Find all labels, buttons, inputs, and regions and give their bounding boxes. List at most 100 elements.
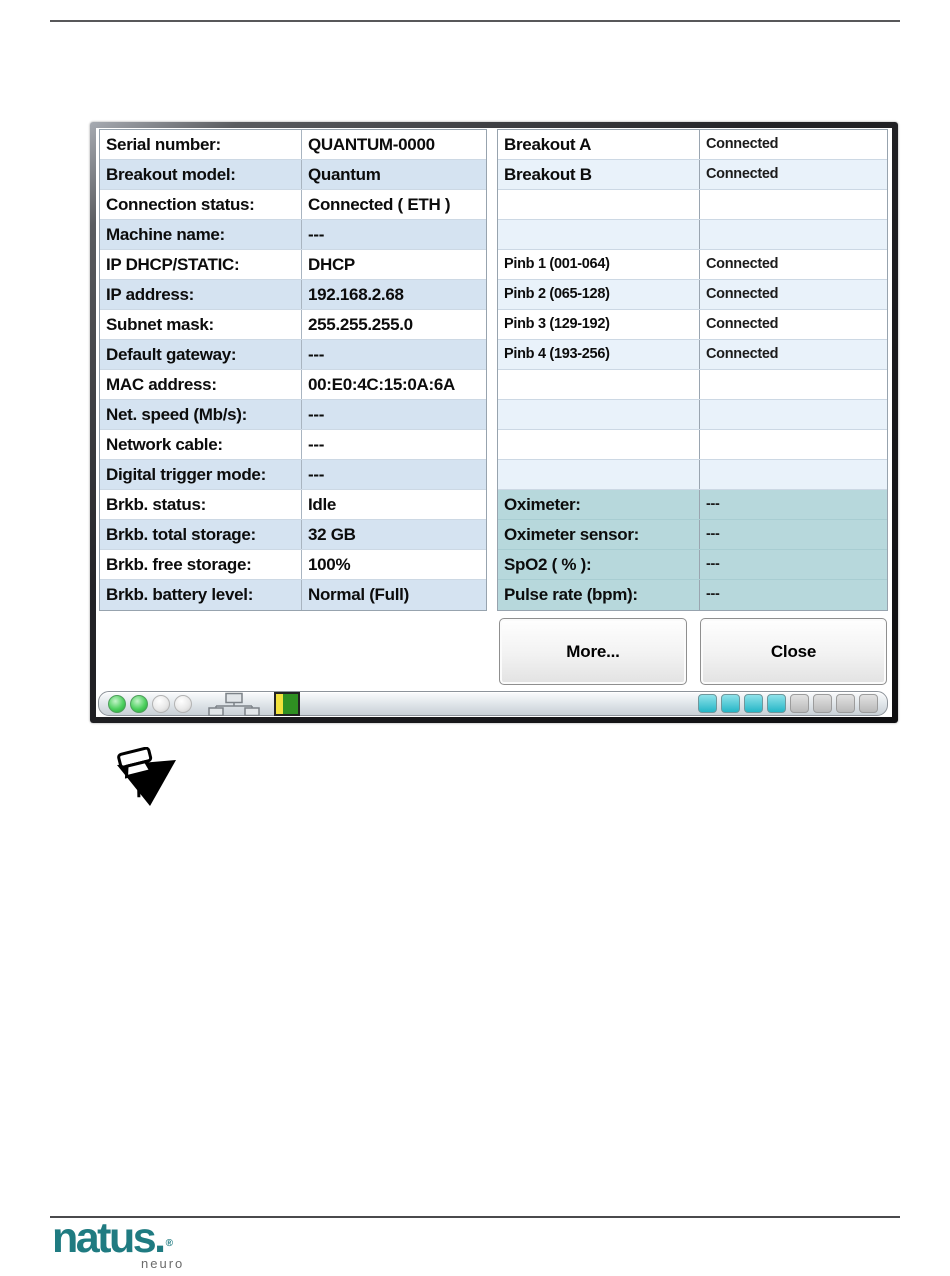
row-value <box>699 460 887 489</box>
row-value: Quantum <box>301 160 486 189</box>
row-label <box>498 460 699 489</box>
status-segment <box>744 694 763 713</box>
row-value: --- <box>699 520 887 549</box>
row-value: --- <box>301 220 486 249</box>
battery-charge-stripe <box>276 693 283 714</box>
table-row: Network cable: --- <box>100 430 486 460</box>
row-label: Net. speed (Mb/s): <box>106 405 248 424</box>
battery-icon <box>274 691 300 716</box>
row-value: 255.255.255.0 <box>301 310 486 339</box>
row-label: Pulse rate (bpm): <box>504 585 638 604</box>
table-row: Breakout model: Quantum <box>100 160 486 190</box>
row-label: Default gateway: <box>106 345 237 364</box>
row-value <box>699 370 887 399</box>
amplifier-status-dialog: Serial number: QUANTUM-0000 Breakout model… <box>90 122 898 723</box>
row-label: Brkb. total storage: <box>106 525 256 544</box>
row-label: Pinb 2 (065-128) <box>504 286 610 302</box>
status-segment <box>698 694 717 713</box>
row-value <box>699 220 887 249</box>
status-segment <box>859 694 878 713</box>
signal-strength-segments <box>698 694 878 713</box>
led-indicator-off <box>152 694 170 713</box>
battery-level-fill <box>283 693 298 714</box>
breakout-status-table: Breakout A Connected Breakout B Connected Pi… <box>497 129 888 611</box>
row-value: --- <box>301 430 486 459</box>
row-value: --- <box>699 490 887 519</box>
table-row <box>498 190 887 220</box>
row-label <box>498 190 699 219</box>
row-label <box>498 400 699 429</box>
table-row: Digital trigger mode: --- <box>100 460 486 490</box>
row-value: 192.168.2.68 <box>301 280 486 309</box>
table-row: SpO2 ( % ): --- <box>498 550 887 580</box>
row-label: Breakout A <box>504 135 592 154</box>
device-status-table: Serial number: QUANTUM-0000 Breakout model… <box>99 129 487 611</box>
table-row: MAC address: 00:E0:4C:15:0A:6A <box>100 370 486 400</box>
row-label: Breakout model: <box>106 165 236 184</box>
row-value: QUANTUM-0000 <box>301 130 486 159</box>
network-icon <box>208 692 260 716</box>
row-value: 00:E0:4C:15:0A:6A <box>301 370 486 399</box>
neuro-sublogo: neuro <box>141 1256 185 1271</box>
row-label: Subnet mask: <box>106 315 214 334</box>
table-row: Net. speed (Mb/s): --- <box>100 400 486 430</box>
note-pushpin-icon <box>117 747 176 806</box>
more-button[interactable]: More... <box>499 618 687 685</box>
row-label <box>498 220 699 249</box>
table-row: Pinb 3 (129-192) Connected <box>498 310 887 340</box>
status-segment <box>721 694 740 713</box>
table-row: Subnet mask: 255.255.255.0 <box>100 310 486 340</box>
row-value: Connected <box>699 280 887 309</box>
table-row <box>498 370 887 400</box>
table-row: IP DHCP/STATIC: DHCP <box>100 250 486 280</box>
table-row: Brkb. total storage: 32 GB <box>100 520 486 550</box>
table-row: Pinb 4 (193-256) Connected <box>498 340 887 370</box>
row-value: Connected <box>699 340 887 369</box>
table-row: Brkb. status: Idle <box>100 490 486 520</box>
led-indicator-off <box>174 694 192 713</box>
led-indicator-on <box>130 694 148 713</box>
row-label: SpO2 ( % ): <box>504 555 592 574</box>
row-label: Connection status: <box>106 195 255 214</box>
row-value: Normal (Full) <box>301 580 486 610</box>
row-label: Oximeter: <box>504 495 581 514</box>
row-label: IP address: <box>106 285 195 304</box>
table-row: Pulse rate (bpm): --- <box>498 580 887 610</box>
page-header-rule <box>50 20 900 22</box>
row-value: --- <box>301 460 486 489</box>
row-label: Brkb. battery level: <box>106 585 254 604</box>
row-value: Connected <box>699 130 887 159</box>
registered-mark: ® <box>165 1238 174 1249</box>
row-value: --- <box>699 580 887 610</box>
close-button[interactable]: Close <box>700 618 887 685</box>
row-label: Brkb. free storage: <box>106 555 252 574</box>
dialog-content: Serial number: QUANTUM-0000 Breakout model… <box>96 128 892 717</box>
table-row: Oximeter: --- <box>498 490 887 520</box>
row-label: Pinb 4 (193-256) <box>504 346 610 362</box>
table-row <box>498 460 887 490</box>
table-row <box>498 220 887 250</box>
row-label <box>498 370 699 399</box>
row-value: Connected <box>699 310 887 339</box>
table-row: Oximeter sensor: --- <box>498 520 887 550</box>
table-row: Default gateway: --- <box>100 340 486 370</box>
row-label <box>498 430 699 459</box>
table-row: Machine name: --- <box>100 220 486 250</box>
row-label: Brkb. status: <box>106 495 207 514</box>
row-value: 100% <box>301 550 486 579</box>
row-value: Connected <box>699 250 887 279</box>
row-value: --- <box>301 400 486 429</box>
table-row: Brkb. battery level: Normal (Full) <box>100 580 486 610</box>
page-footer-rule <box>50 1216 900 1218</box>
row-label: Pinb 3 (129-192) <box>504 316 610 332</box>
row-value: Connected <box>699 160 887 189</box>
status-segment <box>836 694 855 713</box>
row-value <box>699 430 887 459</box>
table-row: Pinb 2 (065-128) Connected <box>498 280 887 310</box>
row-value: Idle <box>301 490 486 519</box>
row-label: MAC address: <box>106 375 217 394</box>
row-label: Oximeter sensor: <box>504 525 640 544</box>
status-segment <box>813 694 832 713</box>
row-label: Breakout B <box>504 165 592 184</box>
row-label: Pinb 1 (001-064) <box>504 256 610 272</box>
